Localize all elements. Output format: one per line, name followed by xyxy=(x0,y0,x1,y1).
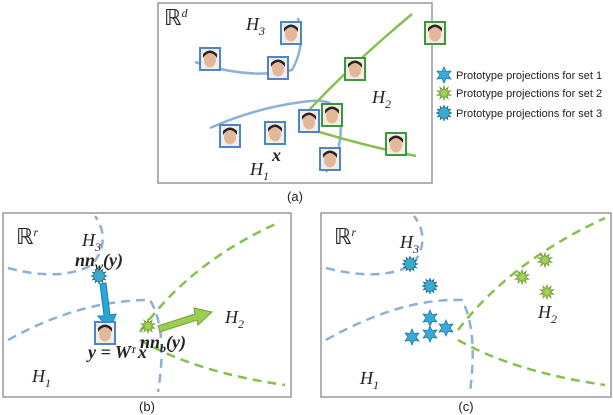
marker xyxy=(439,108,450,119)
caption: (b) xyxy=(139,399,155,414)
figure: ℝd H3 H2 H1 x (a) Prototype projections … xyxy=(0,0,613,415)
caption: (c) xyxy=(458,399,473,414)
legend-label: Prototype projections for set 3 xyxy=(456,108,602,120)
marker xyxy=(437,86,450,100)
marker xyxy=(425,281,436,292)
caption: (a) xyxy=(287,189,303,204)
legend-label: Prototype projections for set 1 xyxy=(456,70,602,82)
marker xyxy=(405,259,416,270)
marker xyxy=(94,271,105,282)
legend-label: Prototype projections for set 2 xyxy=(456,88,602,100)
point-label: x xyxy=(271,145,281,165)
marker xyxy=(437,67,451,83)
panel-b-frame xyxy=(3,213,291,397)
